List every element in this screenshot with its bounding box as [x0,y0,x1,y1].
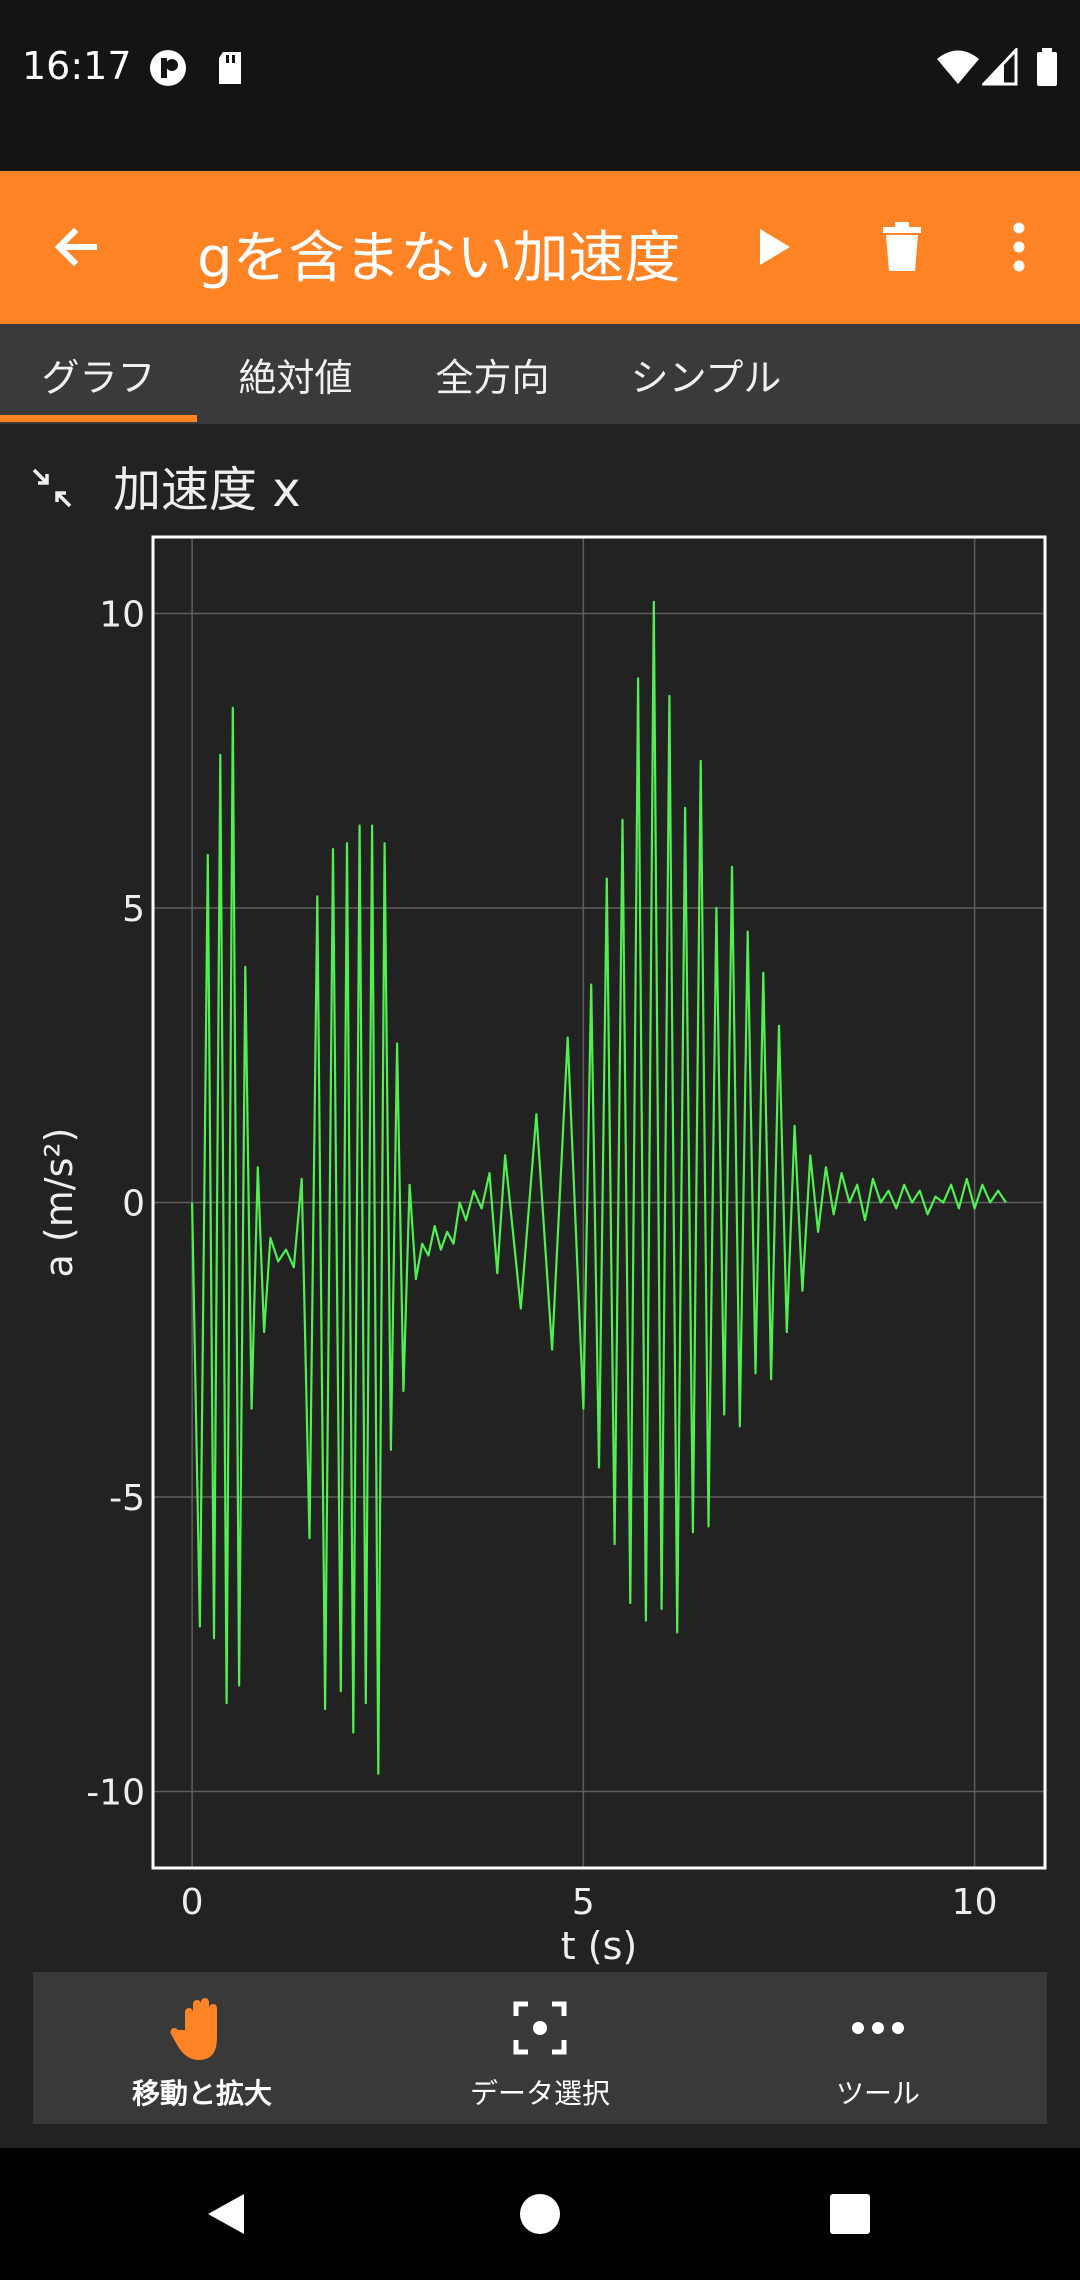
app-bar: gを含まない加速度 [0,171,1080,324]
series-line [191,600,1007,1775]
y-tick-label: 10 [99,595,145,636]
play-icon [760,229,790,265]
bottom-toolbar: 移動と拡大 データ選択 ツール [33,1972,1047,2124]
nav-recents-icon [830,2194,870,2234]
y-tick-label: 0 [122,1184,145,1225]
back-button[interactable] [38,209,114,285]
tab-absolute[interactable]: 絶対値 [238,355,353,400]
status-bar: 16:17 [0,0,1080,171]
y-tick-label: -5 [109,1478,145,1519]
wifi-icon [937,50,979,84]
nav-recents-button[interactable] [814,2178,886,2250]
tab-simple[interactable]: シンプル [630,355,782,400]
nav-back-icon [208,2194,244,2234]
graph-title: 加速度 x [113,462,301,518]
sd-card-icon [219,52,241,84]
collapse-icon[interactable] [30,466,74,510]
x-tick-label: 10 [952,1882,998,1923]
play-button[interactable] [736,209,812,285]
tab-all-directions[interactable]: 全方向 [435,355,550,400]
x-tick-label: 0 [181,1882,204,1923]
x-axis-label: t (s) [561,1924,637,1968]
x-tick-label: 5 [572,1882,595,1923]
tool-label: ツール [835,2077,920,2110]
tool-tools[interactable]: ツール [709,1972,1047,2124]
delete-button[interactable] [864,209,940,285]
nav-home-icon [520,2194,560,2234]
focus-select-icon [513,2001,567,2055]
hand-icon [170,1998,217,2060]
trash-icon [883,222,921,271]
y-tick-label: 5 [122,889,145,930]
nav-home-button[interactable] [504,2178,576,2250]
notification-app-icon [150,50,186,86]
page-title: gを含まない加速度 [197,226,681,291]
cell-signal-icon [982,48,1018,86]
back-arrow-icon [54,227,97,267]
tab-indicator [0,415,197,422]
tool-data-select[interactable]: データ選択 [371,1972,709,2124]
status-time: 16:17 [22,44,132,88]
tool-move-zoom[interactable]: 移動と拡大 [33,1972,371,2124]
plot-frame [151,535,1047,1870]
tab-graph[interactable]: グラフ [41,355,156,400]
more-options-button[interactable] [981,209,1057,285]
nav-back-button[interactable] [190,2178,262,2250]
more-vert-icon [1013,222,1025,272]
acceleration-chart[interactable]: 10 5 0 -5 -10 0 5 10 t (s) a (m/s²) [0,520,1080,1970]
tool-label: 移動と拡大 [131,2077,272,2110]
more-horiz-icon [852,2022,904,2034]
tool-label: データ選択 [469,2077,610,2110]
y-tick-label: -10 [86,1772,145,1813]
navigation-bar [0,2148,1080,2280]
tab-bar: グラフ 絶対値 全方向 シンプル [0,324,1080,424]
battery-icon [1037,48,1057,86]
graph-header: 加速度 x [0,430,1080,530]
y-axis-label: a (m/s²) [37,1128,81,1278]
